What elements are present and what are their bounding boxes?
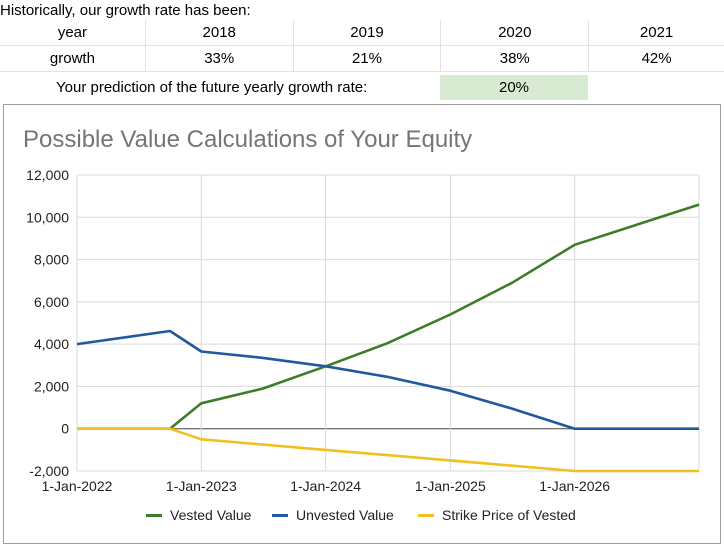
year-cell: 2021 [588,20,724,46]
x-tick-label: 1-Jan-2022 [42,478,113,494]
growth-table: year 2018 2019 2020 2021 growth 33% 21% … [0,20,724,72]
legend-swatch [146,513,162,517]
y-tick-label: -2,000 [29,463,69,479]
series-line-unvested-value [76,329,699,431]
legend-label: Strike Price of Vested [442,507,576,523]
table-row: growth 33% 21% 38% 42% [0,45,724,72]
y-tick-label: 0 [61,421,69,437]
legend-item: Vested Value [146,507,251,523]
x-tick-label: 1-Jan-2025 [415,478,486,494]
legend-item: Strike Price of Vested [418,507,576,523]
y-tick-label: 12,000 [26,167,69,183]
prediction-input-cell[interactable]: 20% [440,75,588,100]
chart-title: Possible Value Calculations of Your Equi… [23,126,473,153]
prediction-label: Your prediction of the future yearly gro… [56,79,368,96]
growth-cell: 38% [440,45,590,72]
intro-text: Historically, our growth rate has been: [0,2,251,19]
y-tick-label: 8,000 [34,252,69,268]
x-tick-label: 1-Jan-2024 [290,478,361,494]
growth-cell: 21% [293,45,442,72]
y-tick-label: 4,000 [34,336,69,352]
legend-swatch [272,513,288,517]
growth-cell: 33% [145,45,294,72]
legend-swatch [418,513,434,517]
year-cell: 2018 [145,20,294,46]
growth-row-label: growth [0,45,146,72]
legend-item: Unvested Value [272,507,394,523]
y-tick-label: 6,000 [34,294,69,310]
table-row: year 2018 2019 2020 2021 [0,20,724,46]
year-cell: 2020 [440,20,590,46]
y-tick-label: 2,000 [34,378,69,394]
y-tick-label: 10,000 [26,209,69,225]
x-tick-label: 1-Jan-2023 [166,478,237,494]
year-row-label: year [0,20,146,46]
series-line-strike-price-of-vested [77,427,699,473]
chart-container [3,104,721,544]
series-line-vested-value [77,203,700,431]
growth-cell: 42% [588,45,724,72]
legend-label: Vested Value [170,507,252,523]
year-cell: 2019 [293,20,442,46]
x-tick-label: 1-Jan-2026 [539,478,610,494]
legend-label: Unvested Value [296,507,394,523]
